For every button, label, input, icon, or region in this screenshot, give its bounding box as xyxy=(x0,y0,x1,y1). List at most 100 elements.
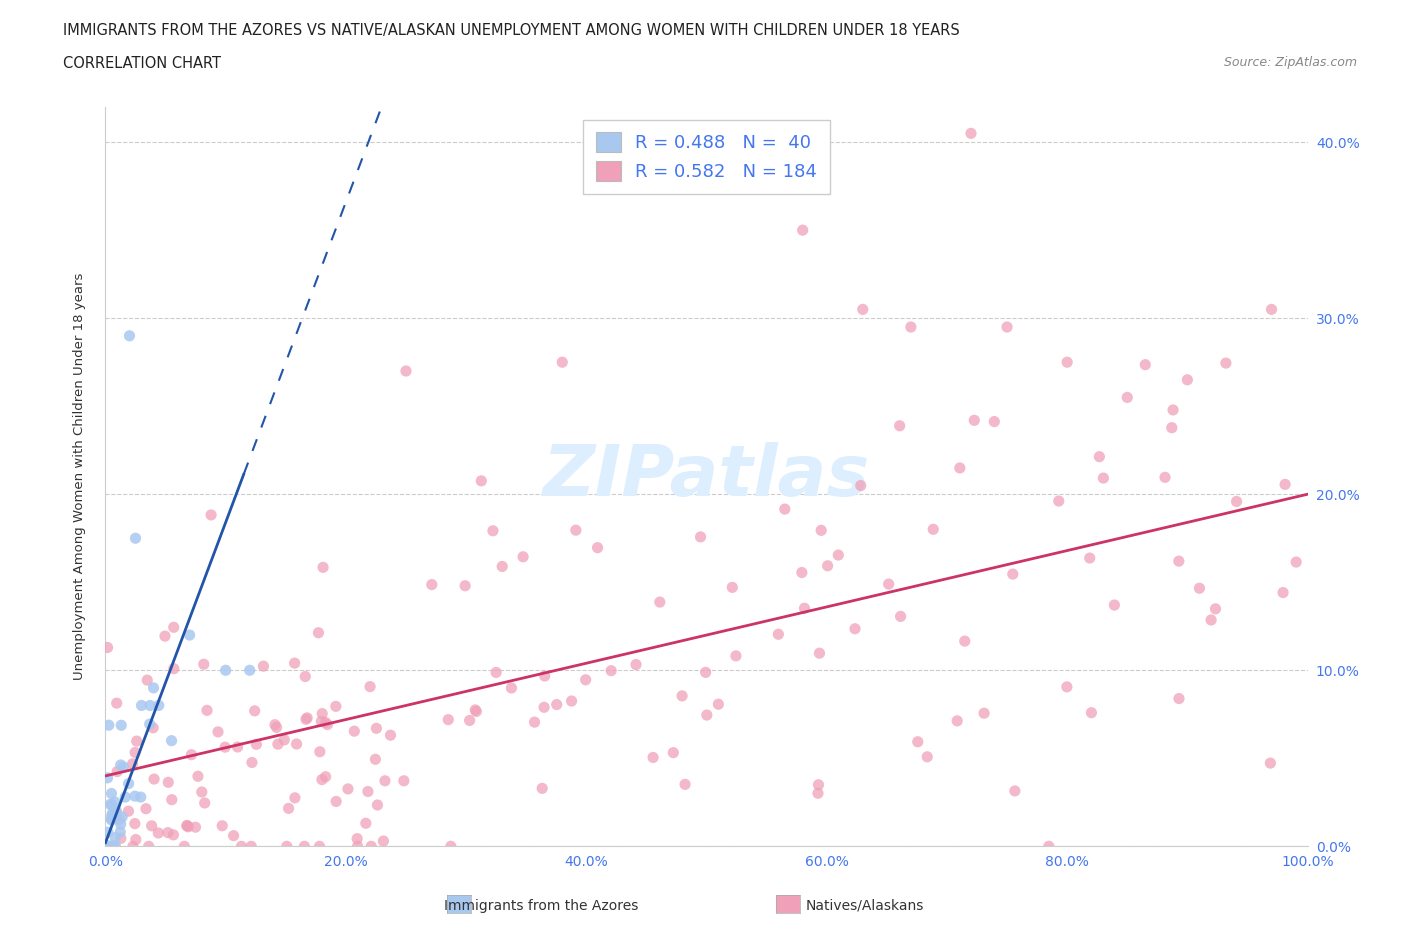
Point xyxy=(110,817,132,831)
Point xyxy=(531,781,554,796)
Point xyxy=(308,839,330,854)
Point xyxy=(359,679,381,694)
Point xyxy=(311,714,333,729)
Point xyxy=(844,621,866,636)
Point xyxy=(440,839,463,854)
Point xyxy=(671,688,693,703)
Point xyxy=(721,580,744,595)
Point xyxy=(346,831,368,846)
Point xyxy=(1205,602,1227,617)
Point xyxy=(392,774,415,789)
Point xyxy=(983,414,1005,429)
Point xyxy=(689,529,711,544)
Point xyxy=(1167,553,1189,568)
Point xyxy=(1004,783,1026,798)
Point xyxy=(1225,494,1247,509)
Point xyxy=(295,711,318,726)
Point xyxy=(465,704,488,719)
Point xyxy=(852,302,875,317)
Point xyxy=(245,737,267,751)
Point xyxy=(157,775,180,790)
Text: IMMIGRANTS FROM THE AZORES VS NATIVE/ALASKAN UNEMPLOYMENT AMONG WOMEN WITH CHILD: IMMIGRANTS FROM THE AZORES VS NATIVE/ALA… xyxy=(63,23,960,38)
Point xyxy=(139,698,162,713)
Point xyxy=(129,790,152,804)
Point xyxy=(374,774,396,789)
Point xyxy=(184,819,207,834)
Point xyxy=(960,126,983,140)
Point xyxy=(807,777,830,792)
Point xyxy=(124,817,146,831)
Point xyxy=(294,839,316,854)
Point xyxy=(1188,581,1211,596)
Point xyxy=(314,715,336,730)
Point xyxy=(900,320,922,335)
Point xyxy=(922,522,945,537)
Point xyxy=(114,790,136,804)
Point xyxy=(768,627,790,642)
Point xyxy=(308,744,330,759)
Point xyxy=(810,523,832,538)
Point xyxy=(946,713,969,728)
Point xyxy=(1104,598,1126,613)
Point xyxy=(1154,470,1177,485)
Point xyxy=(148,826,170,841)
Point xyxy=(267,737,290,751)
Point xyxy=(366,721,388,736)
Point xyxy=(454,578,477,593)
Point xyxy=(807,786,830,801)
Point xyxy=(96,770,118,785)
Point xyxy=(312,560,335,575)
Point xyxy=(108,812,131,827)
Point xyxy=(907,735,929,750)
Text: CORRELATION CHART: CORRELATION CHART xyxy=(63,56,221,71)
Point xyxy=(1080,705,1102,720)
Point xyxy=(214,739,236,754)
Point xyxy=(973,706,995,721)
Point xyxy=(222,829,245,844)
Point xyxy=(97,640,120,655)
Point xyxy=(1116,390,1139,405)
Point xyxy=(827,548,849,563)
Text: ZIPatlas: ZIPatlas xyxy=(543,442,870,512)
Point xyxy=(243,703,266,718)
Point xyxy=(105,696,128,711)
Point xyxy=(307,625,329,640)
Point xyxy=(533,669,555,684)
Point xyxy=(191,785,214,800)
Point xyxy=(346,839,368,854)
Point xyxy=(482,524,505,538)
Point xyxy=(105,764,128,779)
Point xyxy=(240,839,263,854)
Point xyxy=(470,473,492,488)
Point xyxy=(354,816,377,830)
Point xyxy=(485,665,508,680)
Point xyxy=(889,418,911,433)
Point xyxy=(162,828,184,843)
Point xyxy=(1215,355,1237,370)
Point xyxy=(624,658,647,672)
Point xyxy=(600,663,623,678)
Point xyxy=(177,819,200,834)
Point xyxy=(790,565,813,580)
Point xyxy=(135,802,157,817)
Point xyxy=(1168,691,1191,706)
Point xyxy=(995,320,1018,335)
Point xyxy=(193,657,215,671)
Point xyxy=(231,839,253,854)
Point xyxy=(148,698,170,712)
Point xyxy=(294,669,316,684)
Point xyxy=(105,804,128,818)
Point xyxy=(808,645,831,660)
Point xyxy=(100,811,122,826)
Point xyxy=(696,708,718,723)
Point xyxy=(793,601,815,616)
Point xyxy=(124,789,146,804)
Point xyxy=(707,697,730,711)
Point xyxy=(1088,449,1111,464)
Point xyxy=(641,750,664,764)
Point xyxy=(915,750,938,764)
Point xyxy=(1056,680,1078,695)
Point xyxy=(546,698,568,712)
Point xyxy=(194,795,217,810)
Text: Natives/Alaskans: Natives/Alaskans xyxy=(806,898,924,913)
